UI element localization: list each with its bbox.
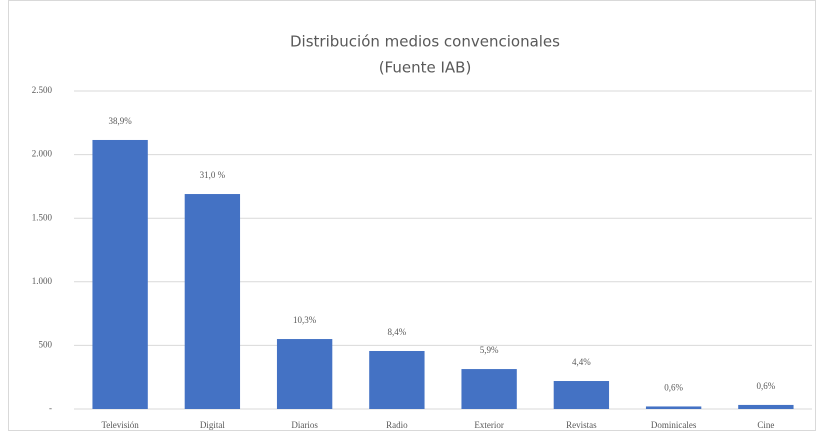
x-tick-label: Dominicales	[651, 420, 697, 430]
chart-title: Distribución medios convencionales	[290, 33, 560, 51]
data-label: 31,0 %	[200, 170, 226, 180]
y-tick-label: -	[49, 403, 52, 413]
bar	[645, 406, 702, 409]
data-label: 10,3%	[293, 315, 317, 325]
x-tick-label: Revistas	[566, 420, 597, 430]
y-tick-label: 500	[39, 339, 53, 349]
y-tick-label: 2.500	[32, 85, 53, 95]
x-tick-label: Exterior	[474, 420, 504, 430]
bar	[738, 404, 794, 409]
x-tick-label: Cine	[757, 420, 774, 430]
y-tick-label: 2.000	[32, 149, 53, 159]
data-label: 0,6%	[757, 381, 776, 391]
x-tick-label: Digital	[200, 420, 225, 430]
y-tick-label: 1.000	[32, 276, 53, 286]
bar	[369, 350, 425, 409]
x-tick-label: Televisión	[101, 420, 139, 430]
data-label: 5,9%	[480, 345, 499, 355]
y-tick-label: 1.500	[32, 212, 53, 222]
bar	[276, 339, 333, 409]
data-label: 0,6%	[664, 383, 683, 393]
x-tick-label: Radio	[386, 420, 408, 430]
data-label: 8,4%	[388, 327, 407, 337]
chart-subtitle: (Fuente IAB)	[379, 59, 472, 77]
data-label: 4,4%	[572, 357, 591, 367]
data-label: 38,9%	[109, 116, 133, 126]
bar	[92, 139, 148, 410]
bar	[184, 194, 241, 409]
x-tick-label: Diarios	[291, 420, 318, 430]
bar	[553, 381, 610, 409]
bar	[461, 369, 517, 409]
